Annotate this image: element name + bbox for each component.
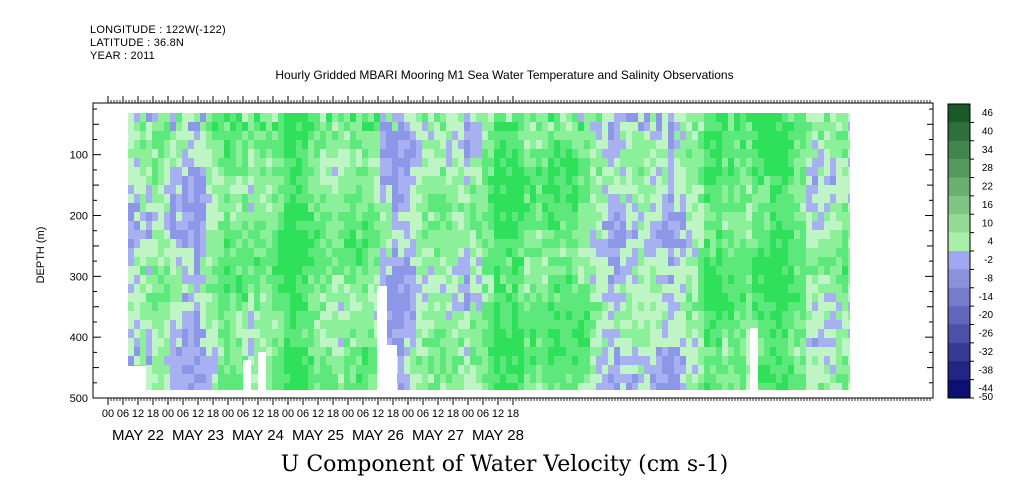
x-hour-tick-label: 00 xyxy=(462,408,474,420)
x-hour-tick-label: 12 xyxy=(132,408,144,420)
colorbar-segment xyxy=(948,306,970,325)
colorbar-segment xyxy=(948,104,970,123)
colorbar-label: 40 xyxy=(982,126,994,137)
colorbar-segment xyxy=(948,214,970,233)
colorbar-segment xyxy=(948,361,970,380)
colorbar-label: 34 xyxy=(982,145,994,156)
x-hour-tick-label: 18 xyxy=(207,408,219,420)
x-hour-tick-label: 18 xyxy=(267,408,279,420)
colorbar-label: 28 xyxy=(982,163,994,174)
x-day-label: MAY 23 xyxy=(172,427,224,444)
x-hour-tick-label: 00 xyxy=(162,408,174,420)
velocity-field xyxy=(128,113,850,390)
x-hour-tick-label: 00 xyxy=(222,408,234,420)
colorbar-label: -38 xyxy=(979,365,994,376)
x-hour-tick-label: 00 xyxy=(342,408,354,420)
x-hour-tick-label: 18 xyxy=(387,408,399,420)
colorbar-label: -20 xyxy=(979,310,994,321)
colorbar-label: -44 xyxy=(979,384,994,395)
x-hour-tick-label: 06 xyxy=(237,408,249,420)
chart-title: Hourly Gridded MBARI Mooring M1 Sea Wate… xyxy=(275,68,734,82)
colorbar-label: -32 xyxy=(979,347,994,358)
y-tick-label: 100 xyxy=(70,150,88,162)
x-axis-ticks: 00 06 12 18 00 06 12 18 00 06 12 18 00 06 12 18 00 06 12 18… xyxy=(102,96,931,444)
x-hour-tick-label: 12 xyxy=(252,408,264,420)
x-day-label: MAY 22 xyxy=(112,427,164,444)
x-hour-tick-label: 06 xyxy=(357,408,369,420)
data-gaps xyxy=(128,286,758,390)
x-hour-tick-label: 12 xyxy=(312,408,324,420)
colorbar-segment xyxy=(948,122,970,142)
colorbar: 46 40 34 28 22 16 10 4 -2 -8 -14 -20 -26 -32 -38 -44-50 xyxy=(947,103,994,403)
colorbar-segment xyxy=(948,232,970,252)
y-tick-label: 400 xyxy=(70,332,88,344)
colorbar-segment xyxy=(948,269,970,289)
colorbar-segment xyxy=(948,379,970,399)
colorbar-label: 46 xyxy=(982,108,994,119)
colorbar-segment xyxy=(948,140,970,160)
y-tick-label: 200 xyxy=(70,211,88,223)
x-hour-tick-label: 06 xyxy=(117,408,129,420)
x-day-label: MAY 26 xyxy=(352,427,404,444)
x-hour-tick-label: 12 xyxy=(432,408,444,420)
colorbar-label: 16 xyxy=(982,200,994,211)
colorbar-label: -8 xyxy=(984,273,993,284)
x-hour-tick-label: 18 xyxy=(327,408,339,420)
x-day-label: MAY 28 xyxy=(472,427,524,444)
x-hour-tick-label: 00 xyxy=(102,408,114,420)
x-hour-tick-label: 18 xyxy=(507,408,519,420)
x-day-label: MAY 24 xyxy=(232,427,284,444)
colorbar-label: -2 xyxy=(984,255,993,266)
colorbar-segment xyxy=(948,251,970,270)
x-hour-tick-label: 06 xyxy=(177,408,189,420)
colorbar-label: 4 xyxy=(987,237,993,248)
colorbar-segment xyxy=(948,195,970,215)
colorbar-label: -50 xyxy=(979,392,994,403)
colorbar-segment xyxy=(948,342,970,362)
y-axis-ticks: 100 200 300 400 500 xyxy=(70,108,933,405)
colorbar-label: 22 xyxy=(982,182,994,193)
colorbar-segment xyxy=(948,159,970,178)
longitude-label: LONGITUDE : 122W(-122) xyxy=(90,24,226,36)
x-hour-tick-label: 00 xyxy=(402,408,414,420)
colorbar-segment xyxy=(948,177,970,197)
x-hour-tick-label: 12 xyxy=(372,408,384,420)
x-hour-tick-label: 12 xyxy=(192,408,204,420)
x-hour-tick-label: 06 xyxy=(297,408,309,420)
colorbar-label: -14 xyxy=(979,292,994,303)
colorbar-label: 10 xyxy=(982,218,994,229)
x-axis-label: U Component of Water Velocity (cm s-1) xyxy=(280,452,729,477)
x-hour-tick-label: 00 xyxy=(282,408,294,420)
x-hour-tick-label: 12 xyxy=(492,408,504,420)
year-label: YEAR : 2011 xyxy=(90,50,155,62)
x-hour-tick-label: 18 xyxy=(447,408,459,420)
x-hour-tick-label: 06 xyxy=(477,408,489,420)
x-day-label: MAY 25 xyxy=(292,427,344,444)
x-hour-tick-label: 18 xyxy=(147,408,159,420)
latitude-label: LATITUDE : 36.8N xyxy=(90,37,185,49)
colorbar-segment xyxy=(948,324,970,344)
colorbar-segment xyxy=(948,287,970,307)
x-hour-tick-label: 06 xyxy=(417,408,429,420)
x-day-label: MAY 27 xyxy=(412,427,464,444)
colorbar-label: -26 xyxy=(979,329,994,340)
y-tick-label: 500 xyxy=(70,393,88,405)
y-tick-label: 300 xyxy=(70,271,88,283)
